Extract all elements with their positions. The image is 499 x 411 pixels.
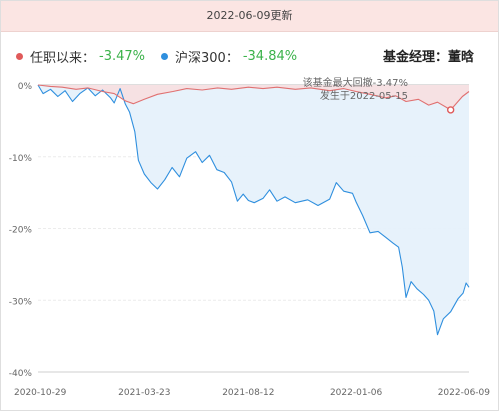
series-lines [37, 84, 470, 336]
legend-value-tenure: -3.47% [99, 48, 146, 64]
x-tick-label: 2020-10-29 [14, 388, 67, 398]
max-drawdown-annotation: 该基金最大回撤-3.47%发生于2022-05-15 [303, 76, 455, 114]
update-bar: 2022-06-09更新 [1, 1, 498, 32]
annotation-line1: 该基金最大回撤-3.47% [303, 76, 408, 89]
y-tick-label: 0% [18, 82, 33, 92]
update-date: 2022-06-09更新 [206, 9, 293, 22]
legend-value-csi300: -34.84% [242, 48, 298, 64]
x-tick-label: 2021-08-12 [222, 388, 274, 398]
fund-manager: 基金经理：董晗 [383, 46, 474, 66]
y-tick-label: -10% [9, 154, 33, 164]
annotation-line2: 发生于2022-05-15 [320, 89, 408, 102]
series-line-csi300[interactable] [37, 84, 470, 336]
legend-dot-csi300 [161, 52, 169, 60]
legend-item-tenure[interactable]: 任职以来： -3.47% [16, 47, 145, 66]
legend: 任职以来： -3.47% 沪深300： -34.84% [16, 46, 313, 66]
y-tick-label: -20% [9, 226, 33, 236]
legend-item-csi300[interactable]: 沪深300： -34.84% [161, 47, 297, 66]
series-areas [38, 85, 469, 335]
max-drawdown-marker[interactable] [446, 106, 455, 114]
legend-label-tenure: 任职以来： [30, 50, 96, 66]
series-area-tenure [38, 85, 469, 110]
y-tick-label: -30% [9, 297, 33, 307]
y-tick-label: -40% [9, 369, 33, 379]
legend-dot-tenure [16, 52, 23, 60]
x-tick-label: 2022-06-09 [438, 388, 491, 398]
series-line-tenure[interactable] [37, 84, 470, 111]
x-tick-label: 2021-03-23 [118, 388, 170, 398]
series-area-csi300 [38, 85, 469, 335]
fund-manager-name: 董晗 [447, 50, 474, 65]
fund-manager-label: 基金经理： [382, 50, 448, 65]
legend-label-csi300: 沪深300： [175, 50, 239, 66]
x-tick-label: 2022-01-06 [330, 388, 383, 398]
axes: 0% -10% -20% -30% -40% 2020-10-29 2021-03-23 20… [9, 82, 491, 398]
